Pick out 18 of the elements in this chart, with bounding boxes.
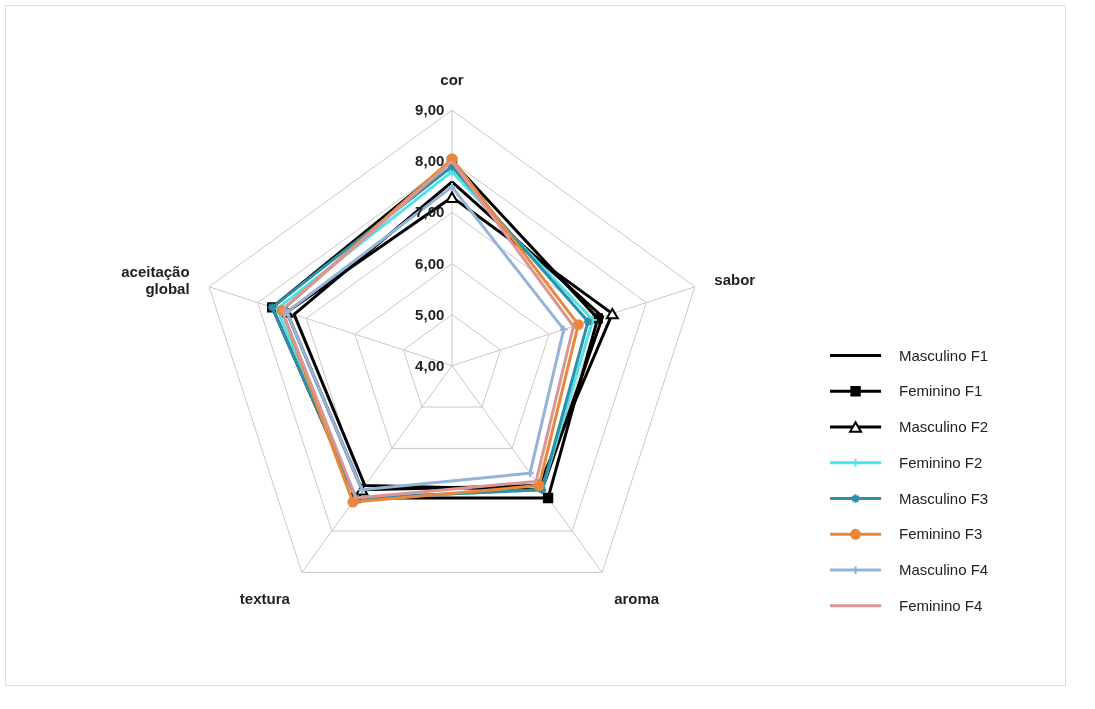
y-tick-label: 4,00 <box>415 356 445 374</box>
y-tick-label: 5,00 <box>415 305 445 323</box>
legend-label: Masculino F4 <box>898 561 989 579</box>
spoke-label: sabor <box>714 271 756 289</box>
legend-label: Feminino F3 <box>898 525 983 543</box>
legend-label: Masculino F2 <box>898 418 989 436</box>
spoke-label: aceitação global <box>121 262 190 298</box>
legend-label: Feminino F1 <box>898 382 983 400</box>
spoke-label: aroma <box>614 590 660 608</box>
y-tick-label: 8,00 <box>415 152 445 170</box>
spoke-label: cor <box>440 70 464 88</box>
legend-label: Feminino F4 <box>898 596 983 614</box>
legend-label: Feminino F2 <box>898 453 983 471</box>
y-tick-label: 6,00 <box>415 254 445 272</box>
legend-label: Masculino F1 <box>898 346 989 364</box>
legend-label: Masculino F3 <box>898 489 989 507</box>
spoke-label: textura <box>239 590 291 608</box>
y-tick-label: 9,00 <box>415 101 445 119</box>
